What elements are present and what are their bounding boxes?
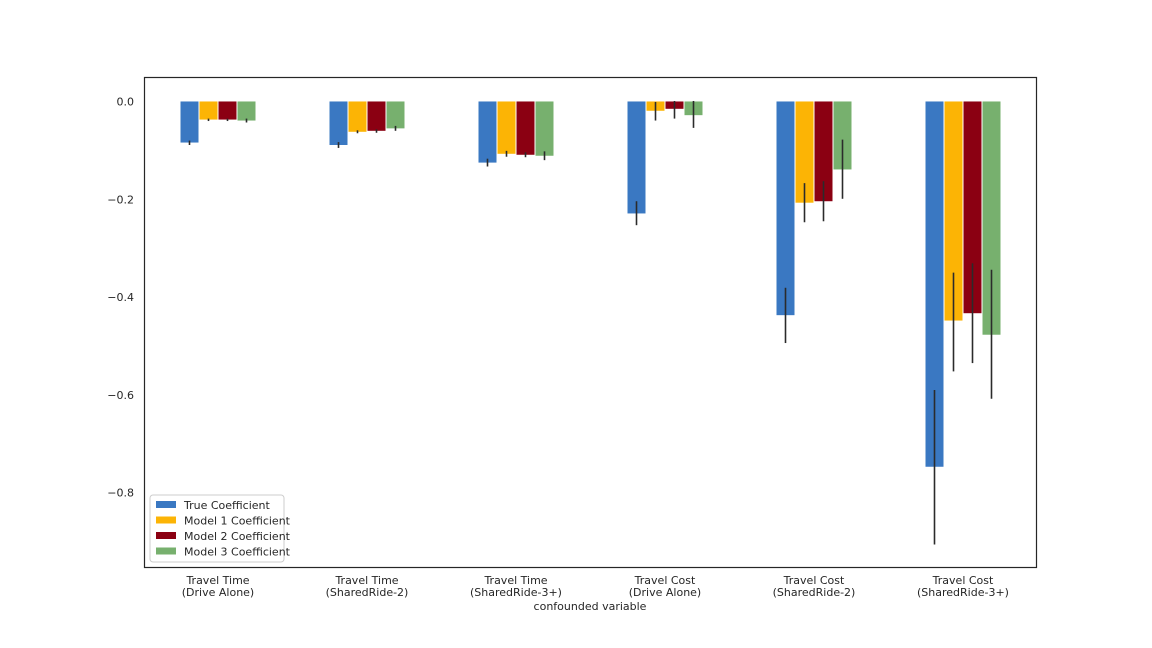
legend-swatch <box>156 547 176 555</box>
y-tick-label: −0.4 <box>107 291 134 304</box>
x-tick-label: Travel Cost (Drive Alone) <box>629 574 701 599</box>
x-tick-label: Travel Time (SharedRide-2) <box>326 574 409 599</box>
legend-label: Model 3 Coefficient <box>184 546 291 559</box>
x-axis: Travel Time (Drive Alone) Travel Time (Shar… <box>182 574 1009 599</box>
bar-4-5 <box>833 101 852 170</box>
bar-2-6 <box>944 101 963 321</box>
legend-label: True Coefficient <box>183 499 271 512</box>
x-axis-title: confounded variable <box>534 600 647 613</box>
bar-4-2 <box>386 101 405 129</box>
y-tick-label: 0.0 <box>117 95 135 108</box>
legend-label: Model 2 Coefficient <box>184 530 291 543</box>
errorbars-layer <box>188 100 993 545</box>
bar-3-3 <box>516 101 535 155</box>
bar-1-5 <box>776 101 795 316</box>
y-tick-label: −0.2 <box>107 193 134 206</box>
bar-1-3 <box>478 101 497 163</box>
x-tick-label: Travel Cost (SharedRide-2) <box>773 574 856 599</box>
bar-2-5 <box>795 101 814 203</box>
legend-swatch <box>156 532 176 539</box>
x-tick-label: Travel Time (Drive Alone) <box>182 574 254 599</box>
bar-1-1 <box>180 101 199 143</box>
bar-4-3 <box>535 101 554 156</box>
bar-3-6 <box>963 101 982 314</box>
bar-3-2 <box>367 101 386 131</box>
legend-swatch <box>156 516 176 524</box>
bar-2-3 <box>497 101 516 154</box>
bar-4-1 <box>237 101 256 121</box>
x-tick-label: Travel Cost (SharedRide-3+) <box>917 574 1009 599</box>
bar-2-1 <box>199 101 218 120</box>
y-tick-label: −0.6 <box>107 389 134 402</box>
bar-1-6 <box>925 101 944 467</box>
legend-box <box>149 494 285 563</box>
x-tick-label: Travel Time (SharedRide-3+) <box>470 574 562 599</box>
y-tick-label: −0.8 <box>107 487 134 500</box>
bar-2-2 <box>348 101 367 132</box>
bar-3-1 <box>218 101 237 120</box>
bar-1-2 <box>329 101 348 145</box>
bars-layer <box>180 101 1001 467</box>
bar-1-4 <box>627 101 646 214</box>
legend: True Coefficient Model 1 Coefficient Model… <box>149 494 291 563</box>
y-axis: 0.0 −0.2 −0.4 −0.6 −0.8 <box>107 95 134 499</box>
bar-4-6 <box>982 101 1001 335</box>
legend-label: Model 1 Coefficient <box>184 515 291 528</box>
bar-3-5 <box>814 101 833 202</box>
legend-swatch <box>156 501 176 508</box>
plot-frame <box>143 76 1038 569</box>
